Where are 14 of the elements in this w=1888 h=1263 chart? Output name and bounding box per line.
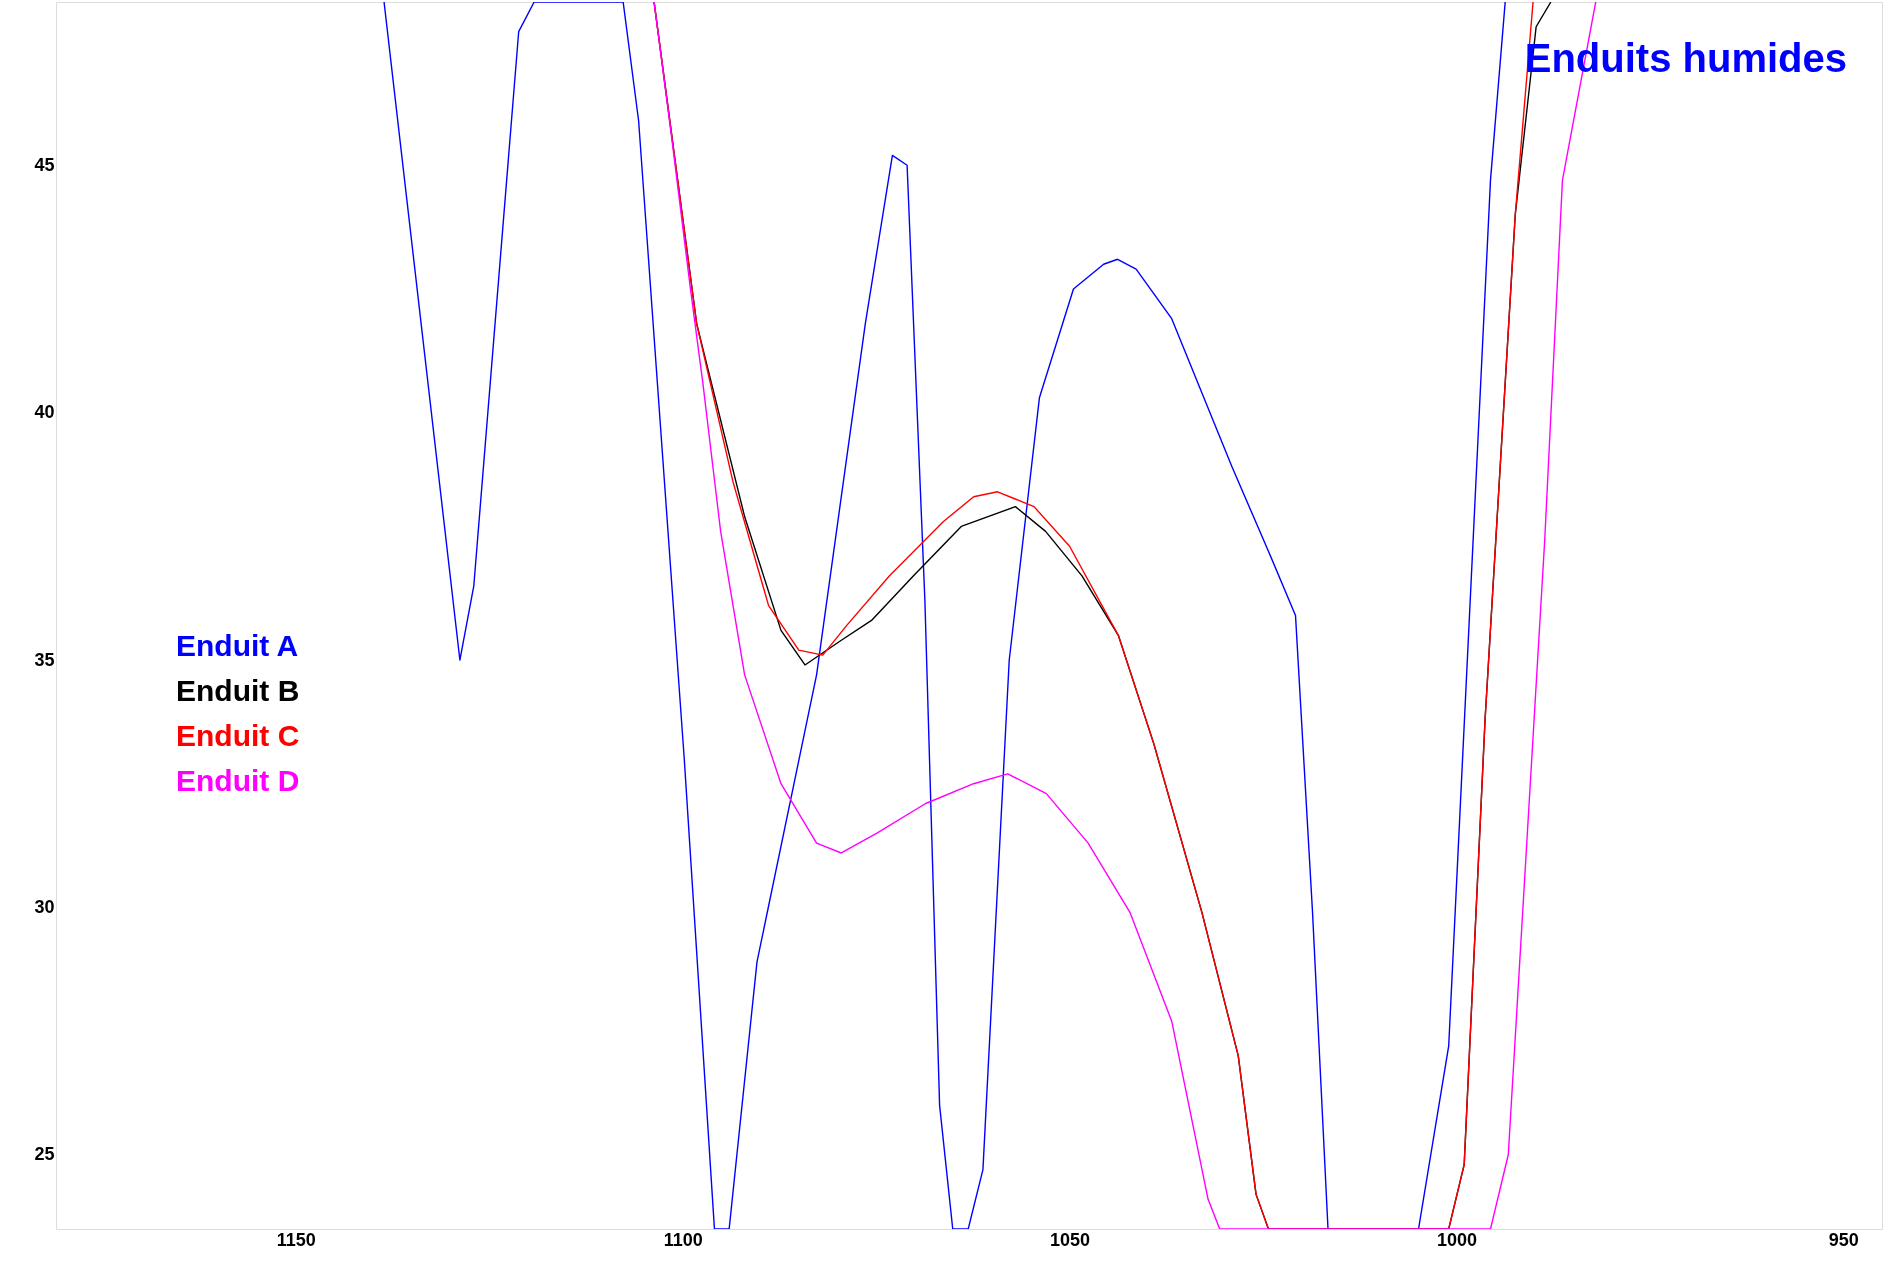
text: Enduit C	[176, 719, 300, 752]
x-tick-label: 1050	[1050, 1229, 1091, 1250]
text: Enduit A	[176, 629, 299, 662]
y-tick-label: 45	[34, 154, 55, 175]
y-tick-label: 30	[34, 896, 55, 917]
y-tick-label: 25	[34, 1144, 55, 1165]
x-tick-label: 950	[1828, 1229, 1859, 1250]
x-tick-label: 1100	[663, 1229, 703, 1250]
text: Enduit D	[176, 764, 300, 797]
y-tick-label: 35	[34, 649, 55, 670]
text: Enduit B	[176, 674, 300, 707]
y-tick-label: 40	[34, 402, 55, 423]
x-tick-label: 1150	[276, 1229, 316, 1250]
x-tick-label: 1000	[1436, 1229, 1477, 1250]
